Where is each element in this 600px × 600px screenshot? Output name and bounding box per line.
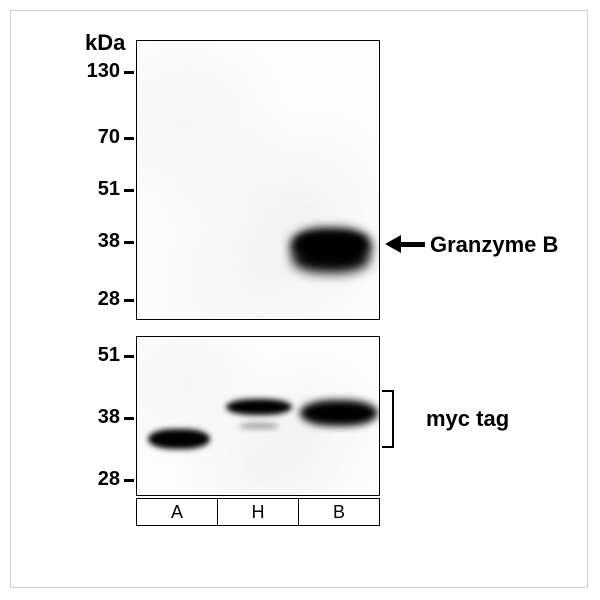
blot-noise-top	[137, 41, 379, 319]
mw-label-top-51: 51	[98, 178, 120, 201]
myc-bracket-vertical	[392, 390, 394, 448]
granzyme-arrow-head	[385, 235, 401, 253]
granzyme-b-label: Granzyme B	[430, 232, 558, 258]
mw-label-bottom-51: 51	[98, 344, 120, 367]
granzyme-arrow-shaft	[401, 242, 425, 247]
band-bottom-lane-H-1	[226, 399, 292, 415]
band-top-lane-B-1	[292, 245, 370, 273]
myc-bracket-top	[382, 390, 392, 392]
unit-label-kda: kDa	[85, 30, 125, 56]
lane-label-row: AHB	[136, 498, 380, 526]
mw-label-top-28: 28	[98, 288, 120, 311]
lane-label-A: A	[137, 499, 218, 525]
figure-canvas: kDa AHB Granzyme B myc tag 130 70 51 38 28 51…	[0, 0, 600, 600]
band-bottom-lane-A-0	[148, 429, 210, 449]
mw-label-bottom-38: 38	[98, 406, 120, 429]
lane-label-H: H	[218, 499, 299, 525]
western-blot-bottom	[136, 336, 380, 496]
band-top-lane-B-2	[296, 233, 366, 249]
lane-label-B: B	[299, 499, 379, 525]
mw-label-top-70: 70	[98, 126, 120, 149]
mw-tick-top-38	[124, 241, 134, 244]
mw-tick-top-70	[124, 137, 134, 140]
mw-tick-bottom-38	[124, 417, 134, 420]
mw-label-top-130: 130	[87, 60, 120, 83]
myc-bracket-bottom	[382, 446, 392, 448]
myc-tag-label: myc tag	[426, 406, 509, 432]
mw-tick-top-130	[124, 71, 134, 74]
band-bottom-lane-B-3	[300, 400, 378, 426]
mw-label-bottom-28: 28	[98, 468, 120, 491]
mw-tick-top-28	[124, 299, 134, 302]
band-bottom-lane-H-2	[239, 423, 279, 429]
mw-tick-top-51	[124, 189, 134, 192]
mw-label-top-38: 38	[98, 230, 120, 253]
mw-tick-bottom-28	[124, 479, 134, 482]
mw-tick-bottom-51	[124, 355, 134, 358]
western-blot-top	[136, 40, 380, 320]
